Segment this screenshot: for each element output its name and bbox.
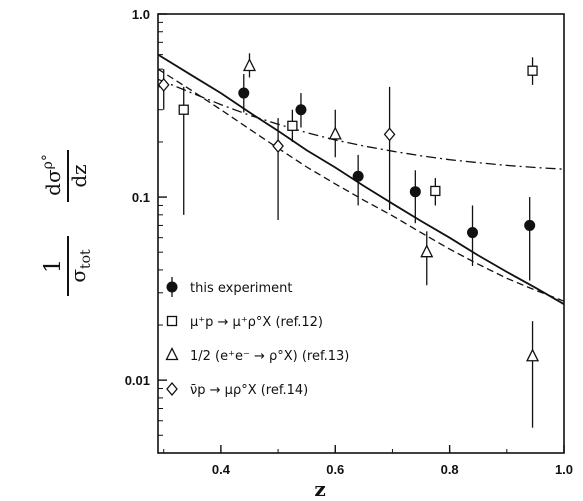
- y-label-rho-superscript: ρ°: [40, 154, 56, 169]
- marker-open-triangle: [525, 348, 540, 362]
- marker-filled-circle: [352, 170, 364, 182]
- legend-label: ν̄p → μρ°X (ref.14): [190, 383, 308, 398]
- series-open-diamond: [157, 69, 396, 220]
- series-open-triangle: [242, 53, 540, 428]
- marker-open-diamond: [383, 127, 396, 142]
- x-tick-label: 0.8: [441, 462, 459, 477]
- plot-frame: [157, 13, 565, 454]
- marker-filled-circle: [524, 219, 536, 231]
- marker-filled-circle: [467, 227, 479, 239]
- marker-filled-circle: [238, 87, 250, 99]
- legend-item: μ⁺p → μ⁺ρ°X (ref.12): [166, 315, 323, 330]
- y-label-denominator: dz: [67, 164, 91, 187]
- marker-open-triangle: [165, 347, 179, 361]
- y-label-dsigma: dσ: [41, 169, 65, 196]
- legend-item: this experiment: [166, 277, 293, 297]
- curve-dashed: [157, 68, 565, 302]
- series-filled-circle: [238, 74, 536, 281]
- marker-filled-circle: [295, 104, 307, 116]
- legend-label: this experiment: [190, 281, 293, 296]
- marker-open-square: [287, 120, 298, 131]
- y-label-prefix-numerator: 1: [41, 259, 66, 273]
- marker-open-square: [166, 315, 178, 327]
- legend-item: 1/2 (e⁺e⁻ → ρ°X) (ref.13): [165, 347, 349, 364]
- marker-open-triangle: [328, 126, 342, 140]
- marker-filled-circle: [166, 281, 178, 293]
- marker-open-square: [430, 185, 441, 197]
- legend-label: 1/2 (e⁺e⁻ → ρ°X) (ref.13): [190, 349, 349, 364]
- legend-item: ν̄p → μρ°X (ref.14): [166, 381, 308, 398]
- y-label-sigma-subscript: tot: [78, 249, 94, 269]
- marker-filled-circle: [409, 186, 421, 198]
- y-label-prefix-denominator: σtot: [66, 249, 94, 283]
- marker-open-triangle: [242, 58, 257, 72]
- marker-open-diamond: [166, 381, 178, 397]
- x-tick-label: 0.4: [212, 462, 231, 477]
- x-tick-label: 0.6: [326, 462, 344, 477]
- marker-open-triangle: [420, 244, 434, 258]
- y-tick-label: 0.1: [132, 190, 150, 205]
- marker-open-diamond: [272, 139, 284, 154]
- curve-solid: [157, 53, 565, 305]
- legend-label: μ⁺p → μ⁺ρ°X (ref.12): [190, 315, 323, 330]
- marker-open-square: [527, 65, 538, 76]
- y-tick-label: 1.0: [132, 7, 150, 22]
- y-label-numerator: dσρ°: [40, 154, 65, 196]
- marker-open-square: [178, 104, 189, 115]
- y-tick-label: 0.01: [125, 373, 150, 388]
- legend: this experiment μ⁺p → μ⁺ρ°X (ref.12) 1/2 (…: [165, 277, 349, 398]
- series-open-square: [178, 57, 538, 215]
- x-tick-label: 1.0: [555, 462, 573, 477]
- y-axis-label: 1 σtot dσρ° dz: [40, 150, 94, 296]
- y-label-sigma: σ: [66, 269, 90, 283]
- marker-open-diamond: [157, 77, 170, 92]
- x-axis-label: z: [314, 477, 325, 501]
